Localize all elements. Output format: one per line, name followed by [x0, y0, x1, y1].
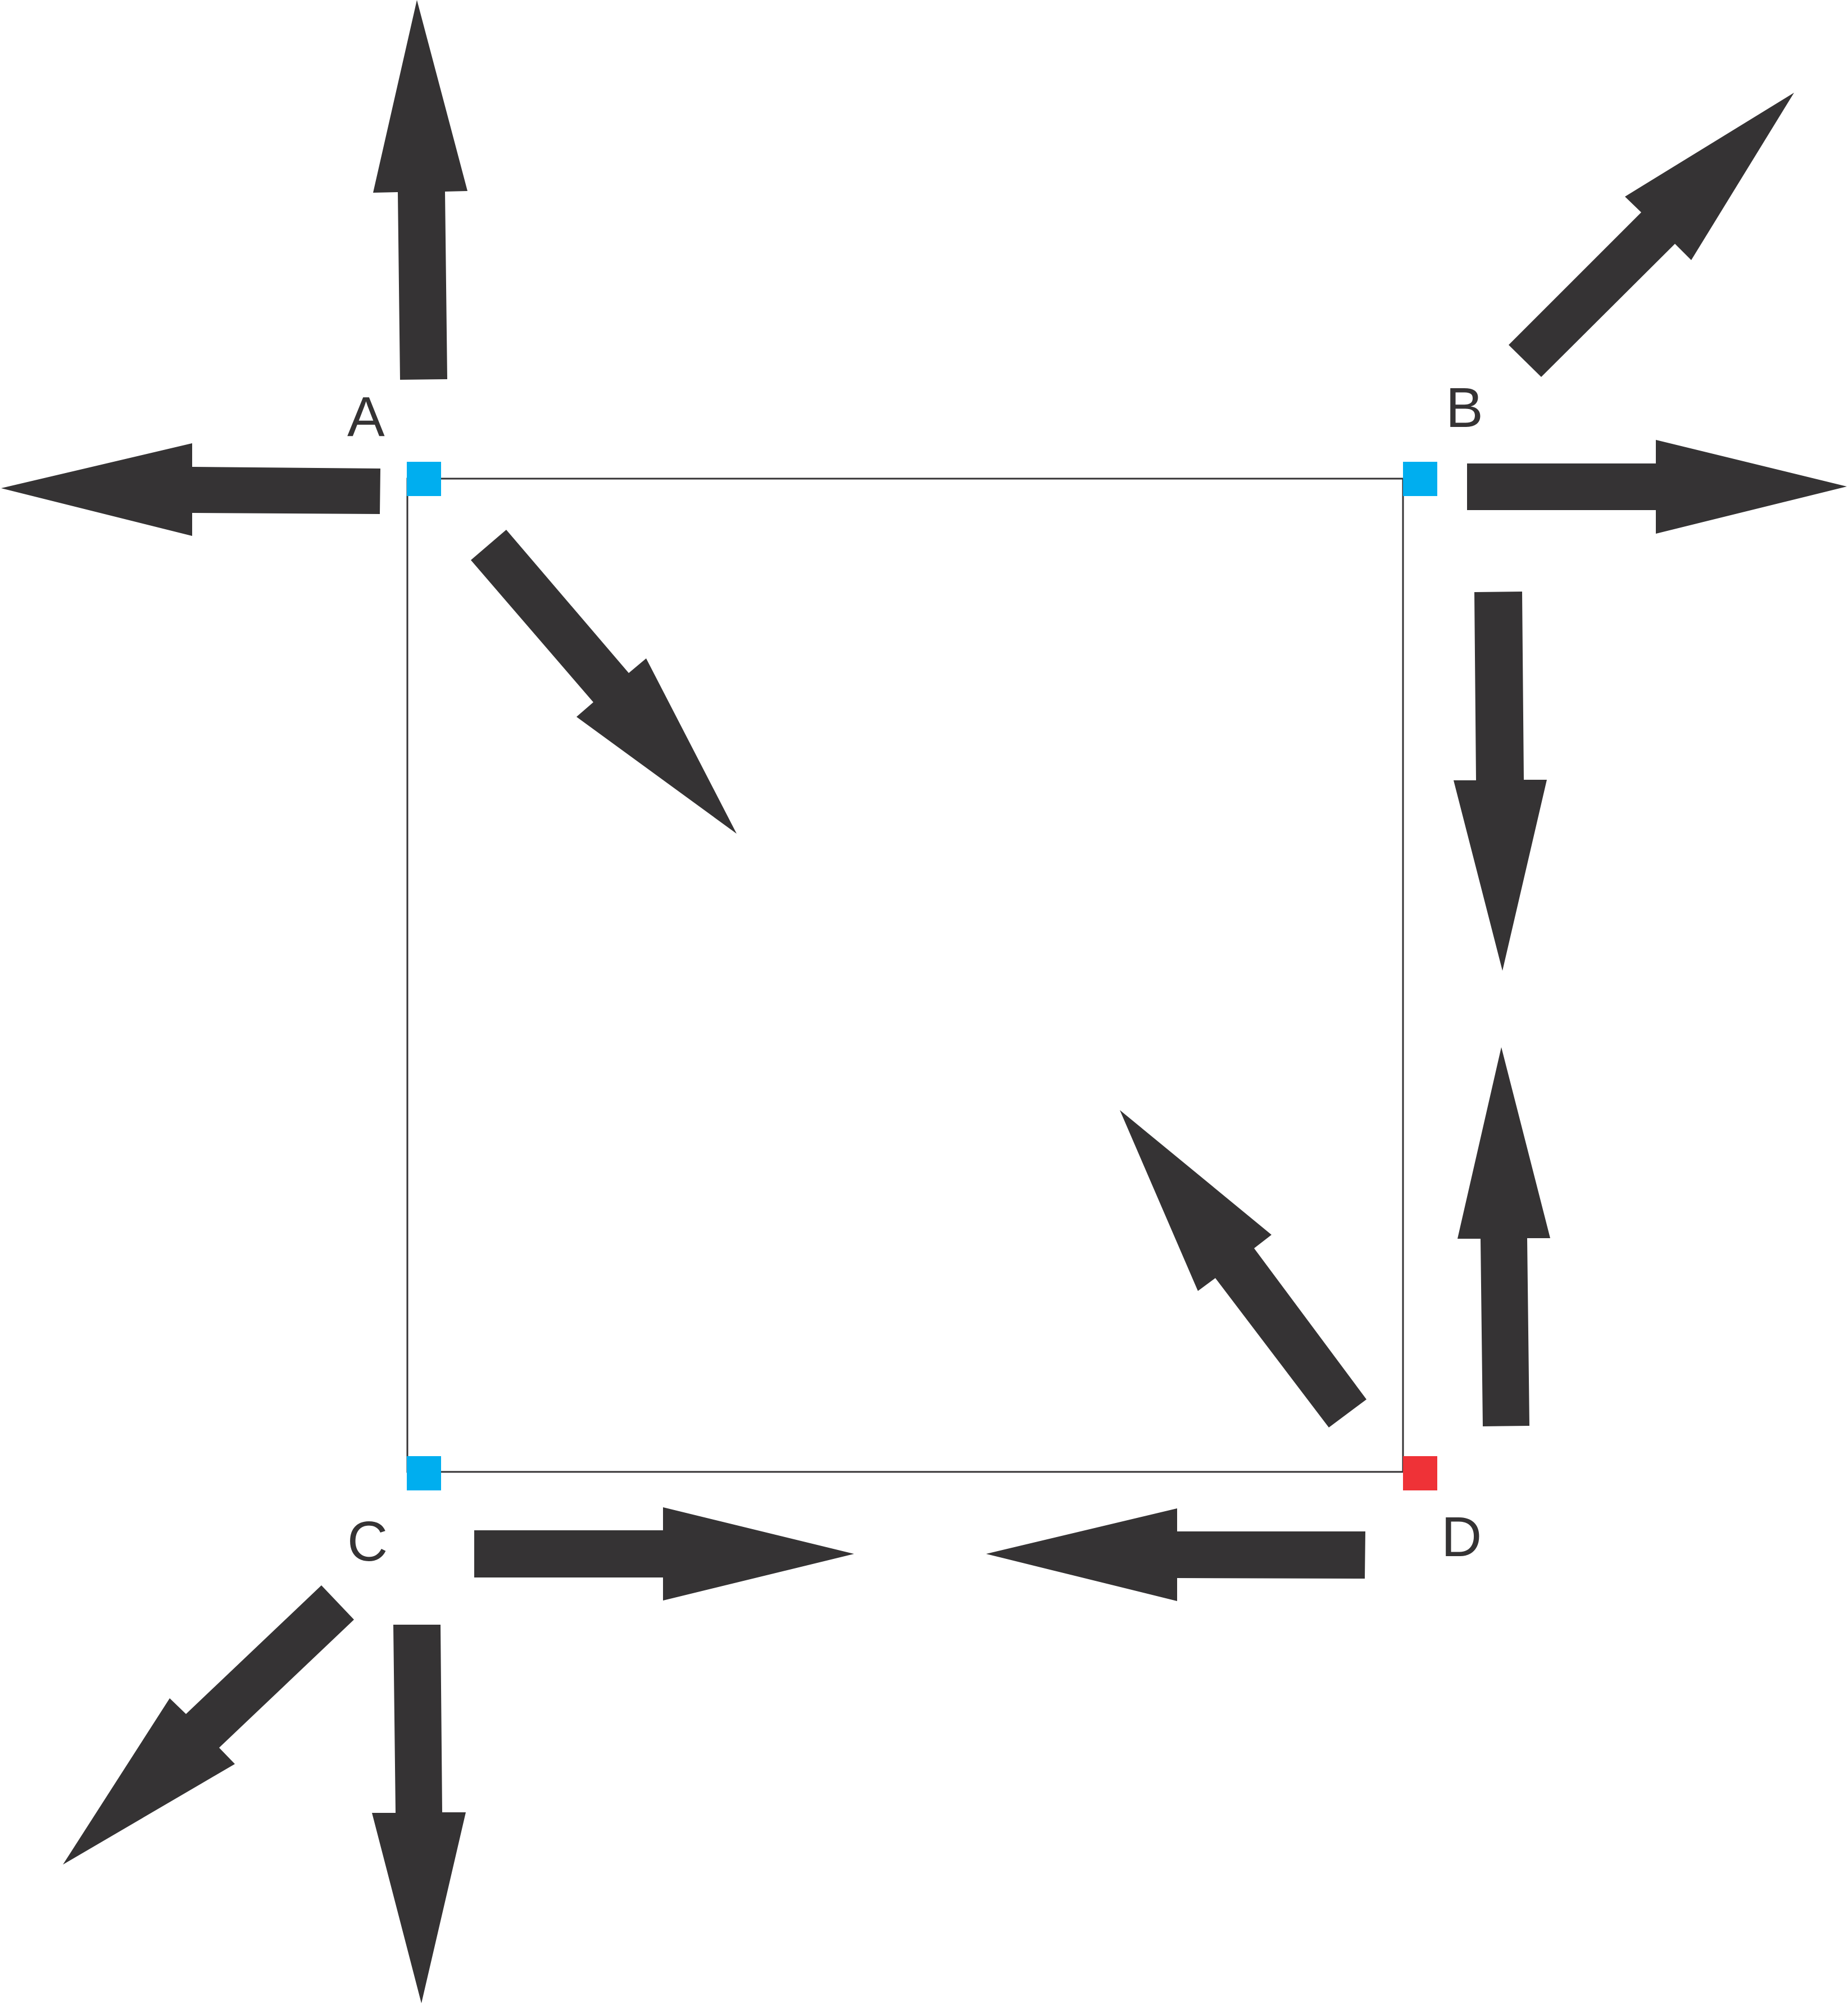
arrow-d-left: [986, 1508, 1365, 1601]
corner-marker-a: [407, 462, 441, 496]
arrow-d-inward: [1120, 1110, 1366, 1427]
arrow-b-right: [1467, 440, 1847, 534]
square-outline: [406, 478, 1404, 1473]
corner-label-d: D: [1441, 1506, 1482, 1568]
arrow-c-down-left: [63, 1585, 354, 1865]
corner-marker-b: [1403, 462, 1437, 496]
arrow-c-right: [474, 1507, 854, 1601]
arrow-c-down: [372, 1625, 466, 2003]
corner-label-a: A: [347, 385, 385, 448]
arrow-b-down: [1454, 592, 1547, 971]
arrow-a-inward: [471, 530, 737, 834]
arrow-d-up: [1457, 1047, 1550, 1426]
corner-marker-d: [1403, 1456, 1437, 1490]
arrow-b-up-right: [1509, 93, 1794, 377]
corner-label-c: C: [347, 1510, 388, 1573]
arrow-a-left: [1, 443, 380, 536]
corner-label-b: B: [1446, 376, 1483, 439]
corner-marker-c: [407, 1456, 441, 1490]
arrow-a-up: [373, 0, 467, 380]
